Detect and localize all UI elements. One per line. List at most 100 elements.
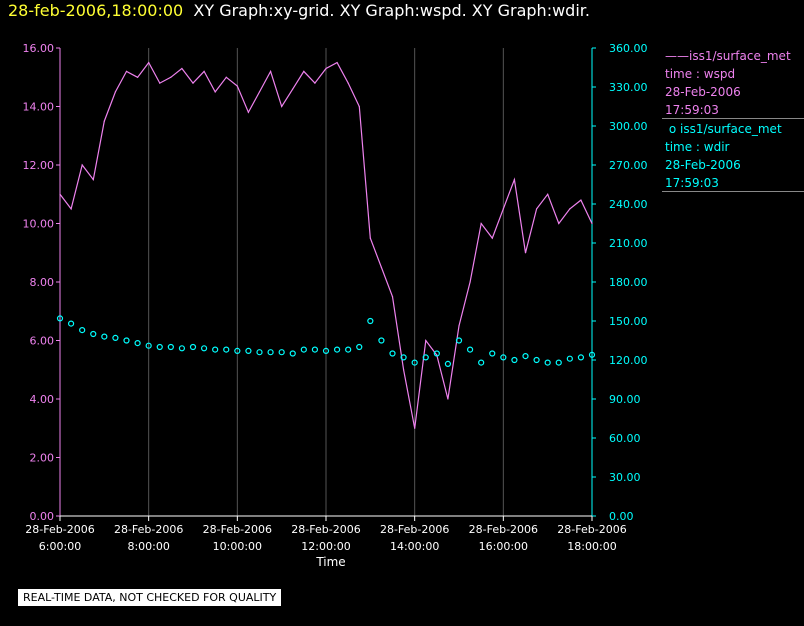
wdir-data-point <box>134 340 141 347</box>
legend-date: 28-Feb-2006 <box>665 85 741 99</box>
wdir-data-point <box>466 346 474 353</box>
wspd-data-point <box>214 91 216 93</box>
wdir-data-point <box>167 343 174 351</box>
wspd-data-point <box>425 339 427 342</box>
wdir-data-point <box>389 350 396 357</box>
wspd-data-point <box>148 62 150 64</box>
wspd-data-point <box>225 76 227 78</box>
wdir-data-point <box>189 343 197 351</box>
left-tick-label: 14.00 <box>23 101 55 114</box>
wspd-data-point <box>347 82 349 84</box>
x-tick-date: 28-Feb-2006 <box>25 523 94 536</box>
legend-date: 28-Feb-2006 <box>665 158 741 172</box>
graph-list-label: XY Graph:xy-grid. XY Graph:wspd. XY Grap… <box>193 1 590 20</box>
wdir-data-point <box>400 354 407 361</box>
wspd-data-point <box>59 193 61 195</box>
right-y-axis: 0.00 30.00 60.00 90.00 120.00 150.00 180.00 210… <box>591 42 648 523</box>
legend-divider <box>662 191 804 192</box>
right-tick-label: 0.00 <box>609 510 634 523</box>
wdir-data-point <box>67 320 75 327</box>
wdir-data-point <box>223 346 230 353</box>
right-tick-label: 360.00 <box>609 42 648 55</box>
grid-lines <box>59 48 593 516</box>
wdir-data-point <box>511 356 518 364</box>
wspd-data-point <box>258 91 261 93</box>
left-tick-label: 8.00 <box>30 276 55 289</box>
wdir-data-point <box>345 346 352 353</box>
wspd-data-point <box>159 82 161 84</box>
wdir-data-point <box>200 345 208 352</box>
x-tick-date: 28-Feb-2006 <box>114 523 183 536</box>
left-tick-label: 6.00 <box>30 335 55 348</box>
wdir-data-point <box>555 359 562 366</box>
left-tick-label: 2.00 <box>30 452 55 465</box>
wspd-data-point <box>524 252 527 254</box>
x-tick-date: 28-Feb-2006 <box>557 523 626 536</box>
x-tick-date: 28-Feb-2006 <box>203 523 272 536</box>
wspd-data-point <box>391 296 394 298</box>
chart-title-bar: 28-feb-2006,18:00:00 XY Graph:xy-grid. X… <box>8 1 590 20</box>
wdir-data-point <box>433 350 440 357</box>
wdir-data-point <box>289 350 296 357</box>
wdir-data-point <box>455 337 463 344</box>
wspd-data-point <box>103 120 105 122</box>
wdir-data-point <box>411 359 418 366</box>
wdir-data-point <box>101 333 108 340</box>
timestamp-label: 28-feb-2006,18:00:00 <box>8 1 184 20</box>
right-tick-label: 30.00 <box>609 471 641 484</box>
right-tick-label: 270.00 <box>609 159 648 172</box>
wdir-data-point <box>256 349 263 356</box>
x-tick-time: 8:00:00 <box>127 540 169 553</box>
wdir-data-point <box>478 359 485 366</box>
legend-variable: time : wspd <box>665 67 736 81</box>
wspd-data-point <box>558 222 560 225</box>
wspd-data-point <box>303 70 305 72</box>
wdir-data-point <box>178 345 186 352</box>
x-axis: 28-Feb-2006 6:00:00 28-Feb-2006 8:00:00 28-F… <box>25 515 627 553</box>
wdir-data-point <box>333 346 341 353</box>
x-axis-label: Time <box>315 555 345 569</box>
wdir-data-point <box>112 334 119 341</box>
x-tick-time: 6:00:00 <box>39 540 81 553</box>
wdir-data-point <box>79 327 86 334</box>
wspd-data-point <box>591 222 593 225</box>
wspd-data-point <box>92 179 94 181</box>
wspd-data-point <box>170 76 172 78</box>
left-tick-label: 0.00 <box>30 510 55 523</box>
wdir-data-point <box>311 346 319 353</box>
wdir-data-point <box>367 317 374 325</box>
wspd-data-point <box>402 369 405 371</box>
wdir-data-point <box>444 360 452 367</box>
wspd-data-point <box>203 70 205 72</box>
wspd-data-point <box>70 208 72 210</box>
right-tick-label: 180.00 <box>609 276 648 289</box>
series-layer <box>56 61 596 429</box>
left-tick-label: 10.00 <box>23 218 55 231</box>
wspd-data-point <box>314 82 316 84</box>
wspd-data-point <box>547 193 549 195</box>
legend-entry-wspd: ——iss1/surface_met time : wspd 28-Feb-20… <box>665 47 791 119</box>
wspd-data-point <box>580 199 582 201</box>
x-tick-date: 28-Feb-2006 <box>291 523 360 536</box>
wdir-data-point <box>145 342 152 349</box>
legend-entry-wdir: o iss1/surface_met time : wdir 28-Feb-20… <box>665 120 782 192</box>
wdir-data-point <box>577 354 585 361</box>
wdir-data-point <box>588 351 596 358</box>
x-tick-time: 10:00:00 <box>213 540 262 553</box>
wdir-data-point <box>489 350 496 357</box>
wdir-data-point <box>234 347 241 354</box>
wspd-data-point <box>114 91 117 93</box>
wspd-data-point <box>458 325 460 327</box>
right-tick-label: 330.00 <box>609 81 648 94</box>
right-tick-label: 90.00 <box>609 393 641 406</box>
legend-time: 17:59:03 <box>665 176 719 190</box>
wdir-data-point <box>245 347 252 354</box>
wspd-data-point <box>535 208 538 210</box>
wdir-data-point <box>378 337 385 344</box>
quality-disclaimer: REAL-TIME DATA, NOT CHECKED FOR QUALITY <box>18 589 282 606</box>
wdir-data-point <box>123 337 130 344</box>
wspd-data-point <box>292 88 294 90</box>
right-tick-label: 150.00 <box>609 315 648 328</box>
wspd-data-point <box>192 82 194 84</box>
